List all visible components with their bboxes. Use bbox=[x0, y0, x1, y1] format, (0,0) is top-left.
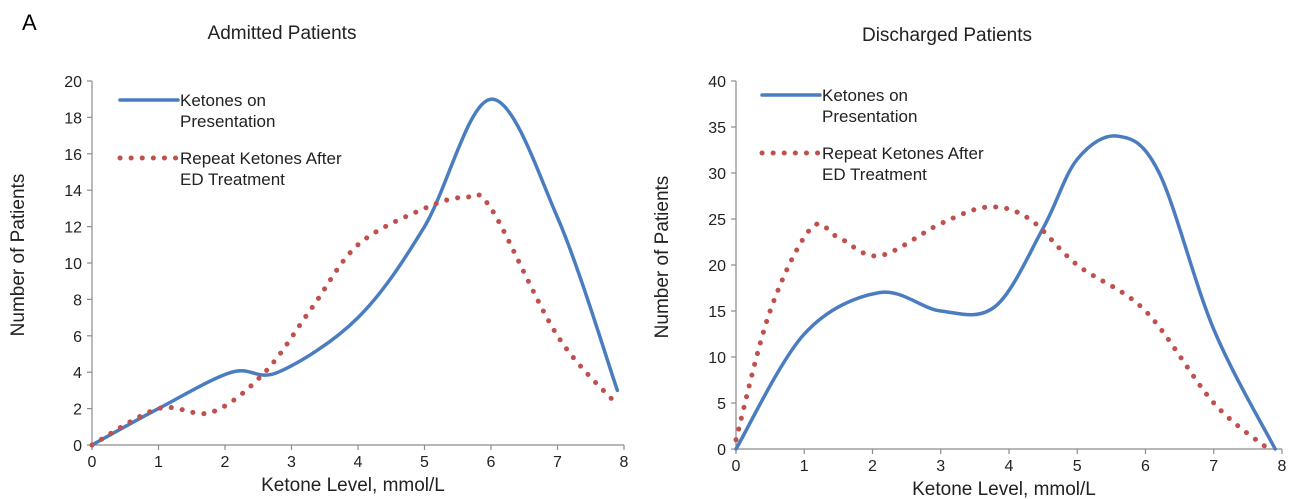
y-tick-label: 6 bbox=[73, 329, 82, 346]
y-tick-label: 14 bbox=[64, 183, 82, 200]
y-tick-label: 18 bbox=[64, 110, 82, 127]
x-tick-label: 3 bbox=[287, 454, 296, 471]
x-tick-label: 5 bbox=[1073, 458, 1082, 475]
x-tick-label: 3 bbox=[936, 458, 945, 475]
legend-label: Repeat Ketones After ED Treatment bbox=[822, 144, 984, 184]
x-tick-label: 6 bbox=[487, 454, 496, 471]
chart-discharged: Discharged Patients 0 5 10 15 20 25 30 35 40 0 1 2 3 4… bbox=[652, 25, 1287, 499]
x-axis-label: Ketone Level, mmol/L bbox=[912, 479, 1096, 499]
chart-title: Discharged Patients bbox=[862, 25, 1032, 46]
panel-label: A bbox=[22, 10, 37, 35]
legend-label: Ketones on Presentation bbox=[822, 86, 917, 126]
x-axis-label: Ketone Level, mmol/L bbox=[261, 475, 445, 496]
legend: Ketones on Presentation Repeat Ketones Aft… bbox=[117, 91, 342, 189]
y-tick-label: 15 bbox=[708, 304, 726, 321]
y-tick-label: 40 bbox=[708, 74, 726, 91]
y-tick-label: 0 bbox=[73, 438, 82, 455]
x-tick-label: 8 bbox=[1278, 458, 1287, 475]
x-tick-label: 5 bbox=[420, 454, 429, 471]
x-tick-label: 2 bbox=[868, 458, 877, 475]
series-line-repeat-ketones bbox=[733, 204, 1271, 452]
x-tick-label: 7 bbox=[553, 454, 562, 471]
legend-label: Ketones on Presentation bbox=[180, 91, 275, 131]
y-tick-label: 4 bbox=[73, 365, 82, 382]
y-tick-label: 8 bbox=[73, 292, 82, 309]
y-tick-label: 10 bbox=[64, 256, 82, 273]
legend: Ketones on Presentation Repeat Ketones Aft… bbox=[759, 86, 984, 184]
x-tick-label: 7 bbox=[1209, 458, 1218, 475]
y-tick-label: 2 bbox=[73, 402, 82, 419]
y-axis-label: Number of Patients bbox=[8, 174, 29, 337]
y-axis-label: Number of Patients bbox=[652, 176, 673, 339]
y-tick-label: 25 bbox=[708, 212, 726, 229]
legend-label: Repeat Ketones After ED Treatment bbox=[180, 149, 342, 189]
x-tick-label: 2 bbox=[221, 454, 230, 471]
x-tick-label: 4 bbox=[1005, 458, 1014, 475]
y-tick-label: 0 bbox=[717, 442, 726, 459]
y-tick-label: 12 bbox=[64, 220, 82, 237]
x-tick-label: 6 bbox=[1141, 458, 1150, 475]
y-tick-label: 16 bbox=[64, 147, 82, 164]
series-line-ketones-on-presentation bbox=[90, 97, 620, 447]
y-tick-label: 5 bbox=[717, 396, 726, 413]
y-tick-label: 35 bbox=[708, 120, 726, 137]
series-line-ketones-on-presentation bbox=[734, 134, 1277, 451]
x-tick-label: 1 bbox=[800, 458, 809, 475]
y-tick-label: 20 bbox=[64, 74, 82, 91]
y-tick-label: 30 bbox=[708, 166, 726, 183]
y-tick-label: 10 bbox=[708, 350, 726, 367]
x-tick-label: 1 bbox=[154, 454, 163, 471]
x-tick-label: 4 bbox=[354, 454, 363, 471]
chart-title: Admitted Patients bbox=[208, 23, 357, 44]
x-tick-label: 0 bbox=[732, 458, 741, 475]
series-line-repeat-ketones bbox=[89, 191, 620, 448]
y-tick-label: 20 bbox=[708, 258, 726, 275]
x-tick-label: 0 bbox=[88, 454, 97, 471]
x-tick-label: 8 bbox=[620, 454, 629, 471]
